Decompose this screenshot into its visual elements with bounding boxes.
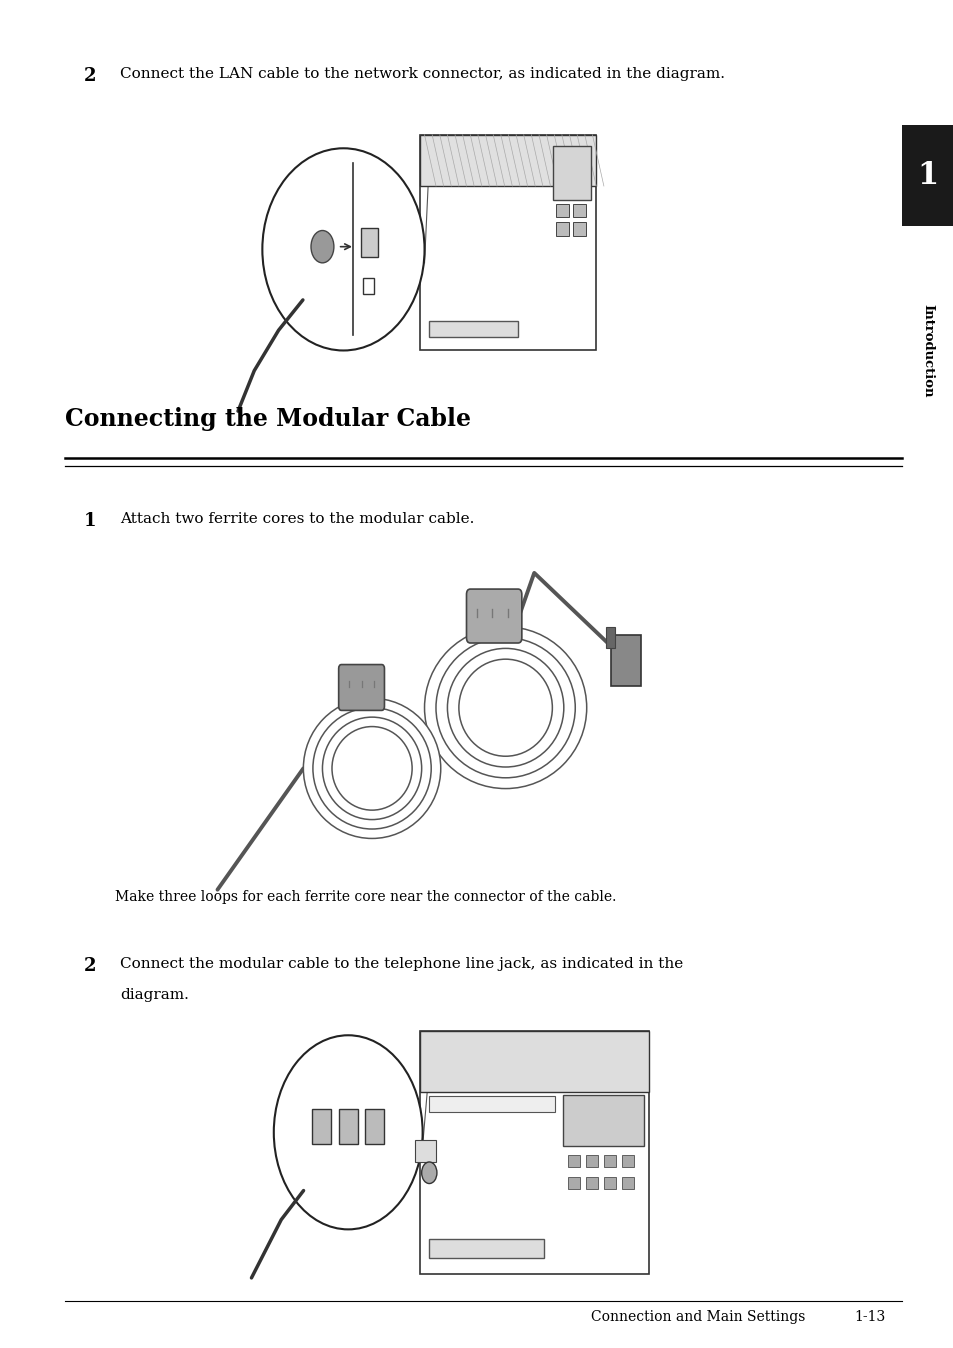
Ellipse shape [274, 1035, 422, 1229]
Bar [429, 1239, 543, 1258]
Text: 2: 2 [84, 67, 96, 85]
Text: Connect the LAN cable to the network connector, as indicated in the diagram.: Connect the LAN cable to the network con… [120, 67, 724, 81]
Bar [553, 146, 591, 200]
Ellipse shape [322, 717, 421, 820]
FancyBboxPatch shape [466, 589, 521, 643]
Bar [360, 228, 377, 257]
Bar [419, 1031, 648, 1274]
Text: Connection and Main Settings: Connection and Main Settings [591, 1310, 805, 1324]
Bar [419, 1031, 648, 1092]
Ellipse shape [458, 659, 552, 756]
Bar [605, 627, 615, 648]
Text: 1: 1 [84, 512, 96, 530]
Bar [573, 222, 585, 236]
Text: diagram.: diagram. [120, 988, 189, 1002]
Ellipse shape [313, 708, 431, 829]
Ellipse shape [332, 727, 412, 810]
Text: Introduction: Introduction [921, 303, 933, 398]
Bar [610, 635, 640, 686]
Ellipse shape [262, 148, 424, 350]
Bar [429, 321, 517, 337]
Bar [312, 1109, 331, 1144]
Bar [419, 135, 596, 350]
Text: Make three loops for each ferrite core near the connector of the cable.: Make three loops for each ferrite core n… [115, 890, 617, 903]
Bar [556, 204, 568, 217]
Ellipse shape [447, 648, 563, 767]
Text: Attach two ferrite cores to the modular cable.: Attach two ferrite cores to the modular … [120, 512, 474, 526]
FancyBboxPatch shape [338, 665, 384, 710]
Bar [556, 222, 568, 236]
Bar [901, 125, 953, 226]
Ellipse shape [424, 627, 586, 789]
Bar [429, 1096, 555, 1112]
Text: Connect the modular cable to the telephone line jack, as indicated in the: Connect the modular cable to the telepho… [120, 957, 682, 971]
Text: 2: 2 [84, 957, 96, 975]
Bar [338, 1109, 357, 1144]
Bar [415, 1140, 436, 1162]
Bar [585, 1177, 598, 1189]
Bar [621, 1177, 634, 1189]
Bar [365, 1109, 384, 1144]
Bar [603, 1155, 616, 1167]
Ellipse shape [436, 638, 575, 778]
Bar [573, 204, 585, 217]
Bar [562, 1095, 643, 1146]
Bar [419, 135, 596, 186]
Circle shape [421, 1162, 436, 1184]
Ellipse shape [303, 698, 440, 838]
Bar [362, 278, 374, 294]
Bar [621, 1155, 634, 1167]
Text: 1-13: 1-13 [853, 1310, 884, 1324]
Bar [585, 1155, 598, 1167]
Text: Connecting the Modular Cable: Connecting the Modular Cable [65, 407, 471, 431]
Bar [567, 1155, 579, 1167]
Circle shape [311, 231, 334, 263]
Bar [567, 1177, 579, 1189]
Bar [603, 1177, 616, 1189]
Text: 1: 1 [916, 160, 938, 191]
